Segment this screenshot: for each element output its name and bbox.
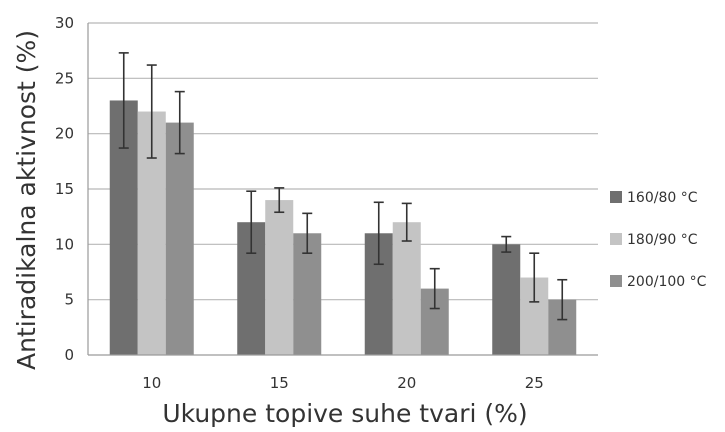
y-tick-label: 20	[55, 125, 74, 143]
legend-label: 200/100 °C	[627, 274, 707, 290]
bar	[265, 200, 294, 355]
legend-swatch	[610, 191, 622, 203]
legend-swatch	[610, 275, 622, 287]
x-tick-labels: 10 15 20 25	[142, 374, 544, 392]
legend: 160/80 °C 180/90 °C 200/100 °C	[610, 190, 707, 290]
y-tick-label: 0	[64, 346, 74, 364]
bar	[165, 122, 194, 355]
x-axis-title: Ukupne topive suhe tvari (%)	[162, 399, 527, 428]
y-axis-title: Antiradikalna aktivnost (%)	[12, 30, 41, 370]
error-bars	[118, 52, 568, 321]
legend-label: 180/90 °C	[627, 232, 698, 248]
y-tick-label: 5	[64, 291, 74, 309]
x-tick-label: 10	[142, 374, 161, 392]
y-tick-label: 10	[55, 235, 74, 253]
legend-label: 160/80 °C	[627, 190, 698, 206]
legend-swatch	[610, 233, 622, 245]
x-tick-label: 25	[525, 374, 544, 392]
axes	[87, 23, 598, 356]
bar	[392, 222, 421, 355]
y-tick-label: 30	[55, 14, 74, 32]
x-tick-label: 20	[397, 374, 416, 392]
x-tick-label: 15	[270, 374, 289, 392]
y-tick-labels: 0 5 10 15 20 25 30	[55, 14, 74, 364]
y-tick-label: 15	[55, 180, 74, 198]
bar	[492, 244, 521, 355]
y-tick-label: 25	[55, 69, 74, 87]
